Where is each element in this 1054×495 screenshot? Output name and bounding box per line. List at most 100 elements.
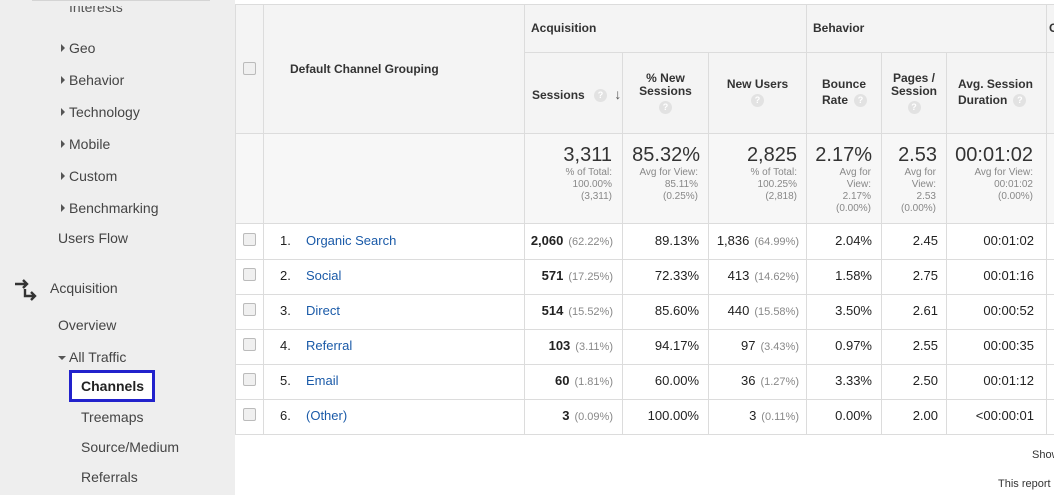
row-pages-session: 2.75 bbox=[912, 268, 938, 283]
channels-table: Default Channel Grouping Acquisition Beh… bbox=[235, 0, 1054, 495]
row-new-users: 97 (3.43%) bbox=[741, 338, 799, 353]
row-bounce-rate: 2.04% bbox=[835, 233, 872, 248]
sidebar-item-acquisition[interactable]: Acquisition bbox=[50, 280, 118, 296]
row-avg-duration: <00:00:01 bbox=[975, 408, 1034, 423]
help-icon[interactable]: ? bbox=[907, 101, 921, 115]
row-checkbox[interactable] bbox=[243, 303, 256, 316]
row-new-sessions: 85.60% bbox=[654, 303, 699, 318]
sidebar-item-custom[interactable]: Custom bbox=[61, 168, 117, 184]
sidebar-item-referrals[interactable]: Referrals bbox=[81, 469, 138, 485]
row-checkbox[interactable] bbox=[243, 338, 256, 351]
expand-arrow-icon bbox=[61, 204, 65, 212]
row-sessions: 2,060 (62.22%) bbox=[530, 233, 613, 248]
row-bounce-rate: 3.33% bbox=[835, 373, 872, 388]
acquisition-arrows-icon bbox=[15, 279, 37, 301]
report-note: This report bbox=[998, 478, 1051, 490]
row-pages-session: 2.00 bbox=[912, 408, 938, 423]
sidebar-item-interests[interactable]: Interests bbox=[69, 6, 123, 15]
expand-arrow-icon bbox=[61, 172, 65, 180]
row-index: 6. bbox=[280, 408, 291, 423]
col-new-sessions[interactable]: % New Sessions ? bbox=[639, 71, 692, 115]
sort-desc-icon[interactable]: ↓ bbox=[614, 86, 622, 102]
row-new-users: 3 (0.11%) bbox=[749, 408, 799, 423]
help-icon[interactable]: ? bbox=[854, 94, 868, 108]
col-new-users[interactable]: New Users ? bbox=[726, 77, 789, 108]
row-new-sessions: 94.17% bbox=[654, 338, 699, 353]
sidebar-item-users-flow[interactable]: Users Flow bbox=[58, 230, 129, 246]
row-bounce-rate: 1.58% bbox=[835, 268, 872, 283]
sidebar: Interests Geo Behavior Technology Mobile… bbox=[0, 0, 235, 495]
col-pages-session[interactable]: Pages / Session ? bbox=[890, 71, 938, 115]
sidebar-item-behavior[interactable]: Behavior bbox=[61, 72, 124, 88]
row-pages-session: 2.55 bbox=[912, 338, 938, 353]
sidebar-item-benchmarking[interactable]: Benchmarking bbox=[61, 200, 159, 216]
row-index: 2. bbox=[280, 268, 291, 283]
row-bounce-rate: 3.50% bbox=[835, 303, 872, 318]
sidebar-item-technology[interactable]: Technology bbox=[61, 104, 140, 120]
row-sessions: 60 (1.81%) bbox=[555, 373, 613, 388]
total-pages-note: Avg for View: 2.53 (0.00%) bbox=[900, 167, 936, 214]
show-rows-label[interactable]: Show bbox=[1032, 449, 1054, 461]
row-checkbox[interactable] bbox=[243, 373, 256, 386]
total-avg-duration: 00:01:02 bbox=[955, 144, 1033, 166]
sidebar-item-treemaps[interactable]: Treemaps bbox=[81, 409, 144, 425]
row-checkbox[interactable] bbox=[243, 233, 256, 246]
row-sessions: 3 (0.09%) bbox=[562, 408, 613, 423]
sidebar-item-geo[interactable]: Geo bbox=[61, 40, 95, 56]
total-duration-note: Avg for View: 00:01:02 (0.00%) bbox=[974, 167, 1033, 202]
col-sessions[interactable]: Sessions ? ↓ bbox=[532, 86, 622, 103]
row-checkbox[interactable] bbox=[243, 408, 256, 421]
row-new-sessions: 60.00% bbox=[654, 373, 699, 388]
row-new-users: 36 (1.27%) bbox=[741, 373, 799, 388]
total-pages-session: 2.53 bbox=[898, 144, 937, 166]
help-icon[interactable]: ? bbox=[1013, 94, 1027, 108]
sidebar-item-all-traffic[interactable]: All Traffic bbox=[58, 349, 126, 365]
select-all-checkbox[interactable] bbox=[243, 62, 256, 75]
row-sessions: 571 (17.25%) bbox=[541, 268, 613, 283]
help-icon[interactable]: ? bbox=[751, 94, 764, 108]
total-sessions-note: % of Total: 100.00% (3,311) bbox=[565, 167, 612, 202]
channel-link[interactable]: Direct bbox=[306, 303, 340, 318]
expand-arrow-icon bbox=[61, 140, 65, 148]
row-pages-session: 2.45 bbox=[912, 233, 938, 248]
help-icon[interactable]: ? bbox=[594, 89, 608, 103]
expand-arrow-icon bbox=[61, 76, 65, 84]
row-index: 3. bbox=[280, 303, 291, 318]
channel-link[interactable]: Referral bbox=[306, 338, 353, 353]
channel-link[interactable]: Organic Search bbox=[306, 233, 397, 248]
col-bounce-rate[interactable]: Bounce Rate? bbox=[822, 77, 868, 108]
total-bounce-rate: 2.17% bbox=[815, 144, 872, 166]
row-avg-duration: 00:01:02 bbox=[983, 233, 1034, 248]
sidebar-item-source-medium[interactable]: Source/Medium bbox=[81, 439, 180, 455]
row-checkbox[interactable] bbox=[243, 268, 256, 281]
row-avg-duration: 00:01:16 bbox=[983, 268, 1034, 283]
row-sessions: 103 (3.11%) bbox=[548, 338, 613, 353]
summary-row bbox=[235, 133, 1054, 223]
row-index: 4. bbox=[280, 338, 291, 353]
channel-link[interactable]: Email bbox=[306, 373, 339, 388]
total-sessions: 3,311 bbox=[563, 144, 612, 166]
channel-link[interactable]: (Other) bbox=[306, 408, 348, 423]
collapse-arrow-icon bbox=[58, 356, 66, 360]
row-avg-duration: 00:00:35 bbox=[983, 338, 1034, 353]
row-avg-duration: 00:01:12 bbox=[983, 373, 1034, 388]
total-bounce-note: Avg for View: 2.17% (0.00%) bbox=[835, 167, 871, 214]
dimension-header[interactable]: Default Channel Grouping bbox=[290, 62, 439, 76]
row-index: 5. bbox=[280, 373, 291, 388]
row-pages-session: 2.50 bbox=[912, 373, 938, 388]
sidebar-item-mobile[interactable]: Mobile bbox=[61, 136, 110, 152]
channel-link[interactable]: Social bbox=[306, 268, 342, 283]
help-icon[interactable]: ? bbox=[659, 101, 672, 115]
row-new-users: 1,836 (64.99%) bbox=[716, 233, 799, 248]
sidebar-item-channels[interactable]: Channels bbox=[69, 370, 155, 402]
row-avg-duration: 00:00:52 bbox=[983, 303, 1034, 318]
row-new-users: 413 (14.62%) bbox=[727, 268, 799, 283]
total-new-sessions-note: Avg for View: 85.11% (0.25%) bbox=[639, 167, 698, 202]
group-acquisition-header: Acquisition bbox=[531, 21, 597, 35]
group-behavior-header: Behavior bbox=[813, 21, 865, 35]
row-bounce-rate: 0.97% bbox=[835, 338, 872, 353]
sidebar-item-overview[interactable]: Overview bbox=[58, 317, 117, 333]
sidebar-divider bbox=[32, 0, 210, 1]
row-new-users: 440 (15.58%) bbox=[727, 303, 799, 318]
col-avg-duration[interactable]: Avg. Session Duration? bbox=[958, 77, 1033, 108]
